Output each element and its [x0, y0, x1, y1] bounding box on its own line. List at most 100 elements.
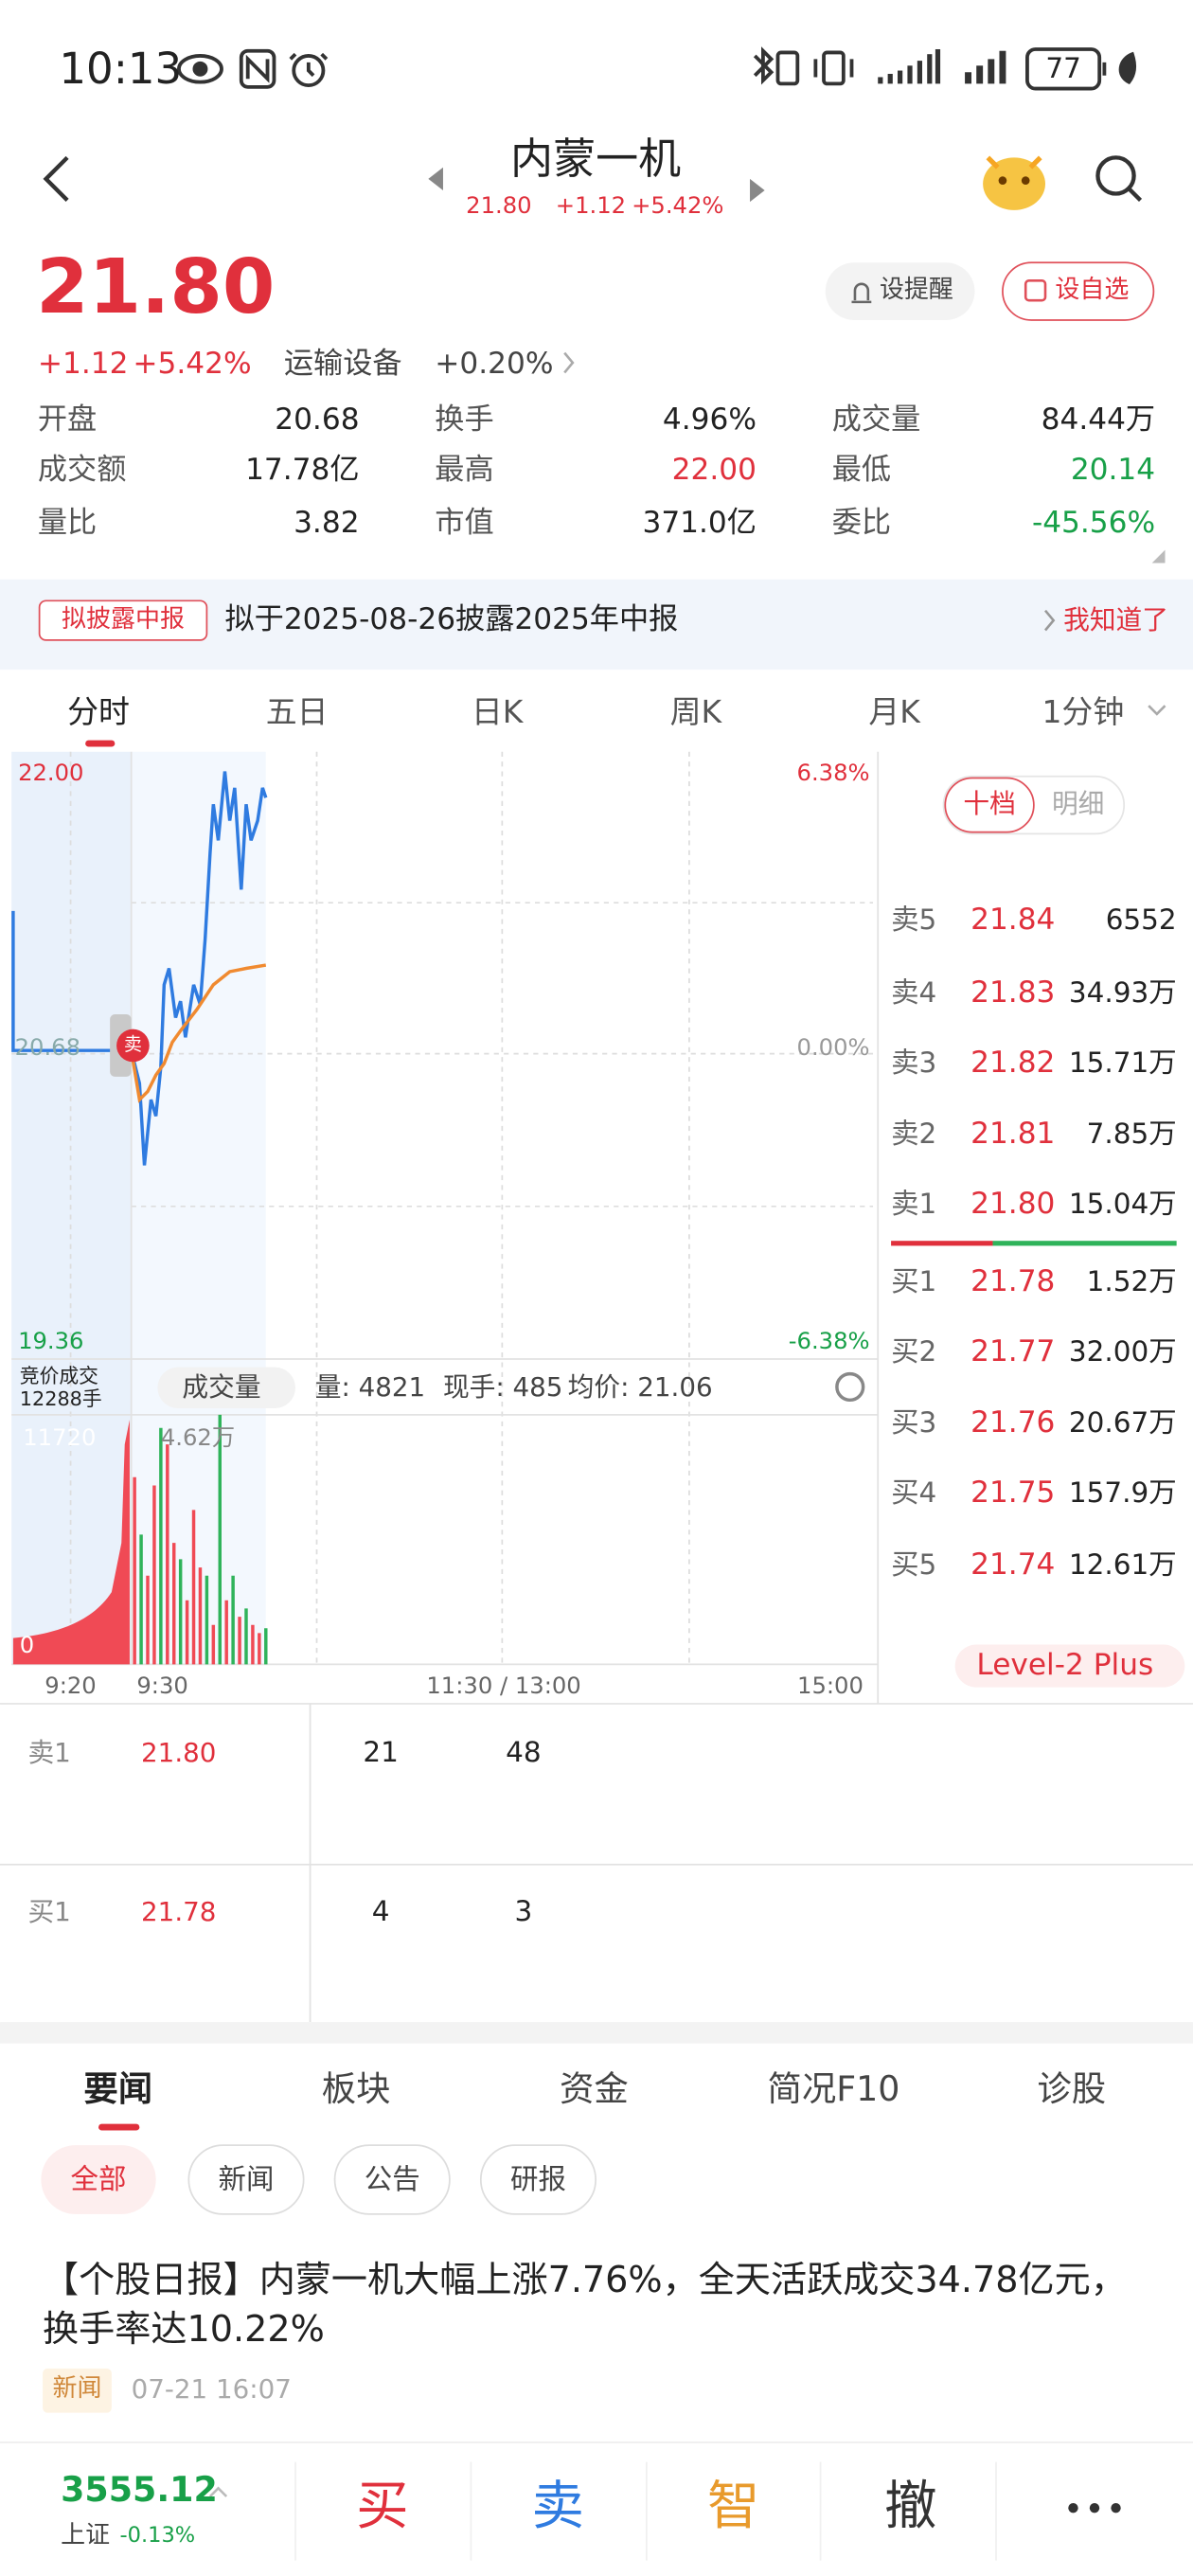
- stat-label: 换手: [435, 402, 494, 437]
- chart-tab[interactable]: 1分钟: [1042, 693, 1125, 731]
- filter-box[interactable]: [187, 2144, 305, 2215]
- stat-value: -45.56%: [1031, 505, 1156, 540]
- trade-action[interactable]: 买: [356, 2477, 409, 2538]
- prev-close: 20.68: [14, 1032, 81, 1061]
- bell-icon: [851, 282, 872, 304]
- book-volume: 32.00万: [1068, 1335, 1177, 1368]
- trade-action[interactable]: 撤: [884, 2477, 937, 2538]
- volume-max-left: 11720: [23, 1423, 97, 1452]
- book-bar-bid: [992, 1241, 1177, 1246]
- stat-value: 3.82: [294, 505, 360, 540]
- stat-label: 市值: [435, 505, 494, 540]
- news-filter[interactable]: 全部: [70, 2162, 127, 2195]
- notice-tag: 拟披露中报: [62, 605, 185, 635]
- header-price: 21.80: [466, 190, 532, 219]
- book-tab[interactable]: 明细: [1051, 788, 1105, 820]
- book-volume: 34.93万: [1068, 975, 1177, 1009]
- auction-label: 竞价成交: [19, 1365, 98, 1388]
- news-filter[interactable]: 新闻: [218, 2162, 275, 2195]
- news-tab[interactable]: 诊股: [1037, 2068, 1107, 2110]
- mascot-icon[interactable]: [983, 155, 1045, 210]
- book-volume: 157.9万: [1068, 1476, 1177, 1510]
- corner-mark: [1151, 549, 1166, 564]
- volume-selector-bg[interactable]: [157, 1367, 295, 1408]
- trade-action[interactable]: 卖: [531, 2477, 584, 2538]
- back-icon[interactable]: [43, 155, 69, 202]
- auction-volume: 12288手: [19, 1387, 102, 1411]
- book-price: 21.78: [970, 1263, 1056, 1298]
- tick-volume: 3: [514, 1895, 533, 1928]
- prev-stock[interactable]: [428, 167, 443, 191]
- volume-zero: 0: [19, 1630, 35, 1658]
- stat-label: 最高: [435, 453, 494, 488]
- book-level: 买3: [891, 1405, 937, 1439]
- tick-count: 4: [371, 1895, 390, 1928]
- pct-high: 6.38%: [796, 759, 870, 787]
- volume-stat: 均价: 21.06: [567, 1370, 713, 1403]
- battery-level: 77: [1045, 51, 1081, 84]
- index-arrow[interactable]: [208, 2486, 228, 2497]
- chart-tab[interactable]: 日K: [471, 693, 524, 731]
- alert-button-bg[interactable]: [825, 262, 975, 320]
- section-gap: [0, 2022, 1193, 2044]
- search-icon[interactable]: [1095, 155, 1143, 202]
- stat-label: 委比: [831, 505, 892, 540]
- chart-tab[interactable]: 周K: [669, 693, 722, 731]
- chart-tab[interactable]: 五日: [265, 693, 329, 731]
- sector-name[interactable]: 运输设备: [283, 346, 402, 381]
- notice-action[interactable]: 我知道了: [1063, 604, 1168, 636]
- book-level: 买1: [891, 1264, 937, 1297]
- news-tab[interactable]: 板块: [321, 2068, 391, 2110]
- stat-label: 量比: [37, 505, 98, 540]
- chart-tab[interactable]: 分时: [67, 693, 130, 731]
- book-price: 21.82: [970, 1046, 1056, 1081]
- level2-bg[interactable]: [954, 1644, 1185, 1688]
- tick-price: 21.80: [141, 1737, 217, 1769]
- level2-button[interactable]: Level-2 Plus: [976, 1648, 1154, 1683]
- book-volume: 15.04万: [1068, 1188, 1177, 1221]
- chart-tab[interactable]: 月K: [868, 693, 920, 731]
- news-filter[interactable]: 公告: [364, 2162, 420, 2195]
- stat-label: 成交额: [37, 453, 127, 488]
- book-price: 21.74: [970, 1547, 1056, 1583]
- bottom-separators: [294, 2461, 997, 2561]
- pct-zero: 0.00%: [796, 1032, 870, 1061]
- book-level: 卖4: [891, 975, 937, 1009]
- book-price: 21.77: [970, 1334, 1056, 1369]
- watch-button[interactable]: 设自选: [1055, 275, 1130, 304]
- news-tag-bg: [43, 2368, 112, 2413]
- news-tag: 新闻: [52, 2374, 102, 2404]
- volume-stat: 现手: 485: [442, 1370, 563, 1403]
- filter-box[interactable]: [333, 2144, 451, 2215]
- tick-side: 买1: [27, 1896, 71, 1928]
- filter-active[interactable]: [41, 2145, 156, 2214]
- volume-selector[interactable]: 成交量: [182, 1370, 261, 1403]
- news-tab[interactable]: 简况F10: [767, 2068, 900, 2110]
- news-tab[interactable]: 要闻: [83, 2068, 153, 2110]
- volume-stat: 量: 4821: [314, 1370, 426, 1403]
- book-price: 21.75: [970, 1476, 1056, 1511]
- news-title[interactable]: 【个股日报】内蒙一机大幅上涨7.76%，全天活跃成交34.78亿元，换手率达10…: [43, 2259, 1127, 2351]
- book-price: 21.84: [970, 903, 1056, 938]
- filter-box[interactable]: [479, 2144, 596, 2215]
- tick-count: 21: [363, 1736, 399, 1769]
- volume-max: 4.62万: [160, 1423, 236, 1452]
- book-tab[interactable]: 十档: [963, 788, 1016, 820]
- book-bar-ask: [891, 1241, 993, 1246]
- sector-change: +0.20%: [435, 346, 554, 381]
- book-tab-active[interactable]: [944, 777, 1035, 833]
- watch-button-bg[interactable]: [1002, 261, 1155, 321]
- book-price: 21.76: [970, 1404, 1056, 1440]
- more-icon[interactable]: [1068, 2502, 1121, 2513]
- stat-value: 4.96%: [662, 402, 757, 437]
- news-tab[interactable]: 资金: [560, 2068, 629, 2110]
- auction-volume: [12, 1420, 130, 1665]
- news-filter[interactable]: 研报: [510, 2162, 566, 2195]
- trade-action[interactable]: 智: [706, 2477, 760, 2538]
- alert-button[interactable]: 设提醒: [879, 275, 953, 304]
- notice-arrow: [1043, 609, 1056, 632]
- next-stock[interactable]: [750, 155, 765, 203]
- settings-icon[interactable]: [835, 1371, 865, 1403]
- book-volume: 20.67万: [1068, 1405, 1177, 1439]
